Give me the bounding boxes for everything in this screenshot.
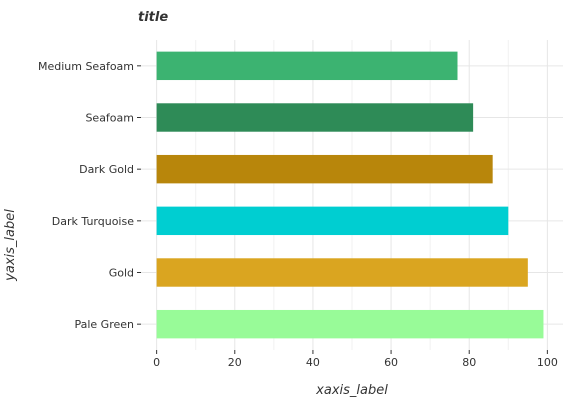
bar-medium-seafoam: [156, 51, 458, 81]
y-axis-ticks: Pale Green Gold Dark Turquoise Dark Gold Sea…: [38, 60, 141, 331]
y-tick-label: Seafoam: [85, 112, 134, 125]
x-tick-label: 100: [537, 356, 558, 369]
x-tick-label: 60: [384, 356, 398, 369]
x-axis-ticks: 0 20 40 60 80 100: [153, 350, 558, 369]
y-tick-label: Medium Seafoam: [38, 60, 134, 73]
y-tick-label: Dark Gold: [79, 163, 134, 176]
y-axis-label: yaxis_label: [3, 209, 18, 282]
bar-dark-turquoise: [156, 206, 509, 236]
x-tick-label: 20: [228, 356, 242, 369]
grid: [141, 40, 563, 350]
x-tick-label: 0: [153, 356, 160, 369]
bar-gold: [156, 258, 528, 287]
y-tick-label: Pale Green: [74, 318, 134, 331]
bar-pale-green: [156, 309, 544, 339]
y-tick-label: Dark Turquoise: [52, 215, 134, 228]
y-tick-label: Gold: [109, 267, 134, 280]
bars: [156, 51, 544, 339]
x-tick-label: 40: [306, 356, 320, 369]
x-tick-label: 80: [462, 356, 476, 369]
bar-dark-gold: [156, 154, 493, 184]
x-axis-label: xaxis_label: [315, 383, 388, 398]
bar-seafoam: [156, 103, 474, 132]
chart-title: title: [138, 10, 168, 25]
